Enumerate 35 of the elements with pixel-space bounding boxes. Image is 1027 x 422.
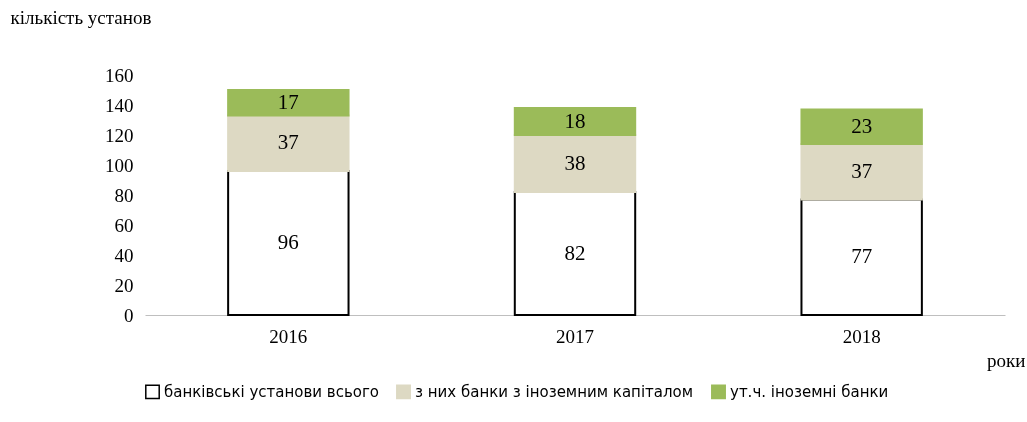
y-tick-label: 100 <box>105 154 134 176</box>
legend-label: з них банки з іноземним капіталом <box>415 382 694 401</box>
y-tick-label: 160 <box>105 64 134 86</box>
bar <box>800 198 923 316</box>
y-tick-label: 140 <box>105 94 134 116</box>
y-tick-label: 20 <box>114 274 134 296</box>
legend-label: банківські установи всього <box>164 382 379 401</box>
bar <box>513 134 637 193</box>
bar <box>513 107 637 136</box>
data-label: 38 <box>564 150 586 175</box>
bar <box>227 114 350 172</box>
x-axis-title: роки <box>987 349 1026 371</box>
data-label: 18 <box>564 108 586 133</box>
bar <box>227 170 350 316</box>
x-tick-label: 2016 <box>269 325 308 347</box>
legend-label: ут.ч. іноземні банки <box>730 382 889 401</box>
data-label: 77 <box>851 244 873 269</box>
y-tick-label: 80 <box>114 184 134 206</box>
x-tick-label: 2017 <box>556 325 594 347</box>
bar <box>800 108 923 145</box>
y-tick-label: 60 <box>114 214 134 236</box>
data-label: 96 <box>277 230 299 254</box>
y-tick-label: 0 <box>124 304 134 326</box>
bar <box>800 143 923 201</box>
data-label: 37 <box>851 158 873 183</box>
bar <box>227 89 350 117</box>
data-label: 82 <box>564 240 586 265</box>
data-label: 23 <box>851 113 873 138</box>
data-label: 37 <box>277 130 299 155</box>
y-tick-label: 40 <box>114 244 134 266</box>
y-axis-title: кількість установ <box>10 6 152 28</box>
y-tick-label: 120 <box>105 124 134 146</box>
bar <box>513 191 637 316</box>
x-tick-label: 2018 <box>842 325 881 347</box>
data-label: 17 <box>277 89 299 114</box>
